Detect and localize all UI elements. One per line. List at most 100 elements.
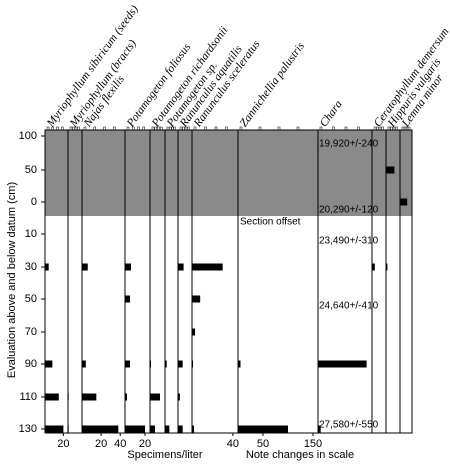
column-notch bbox=[83, 126, 87, 131]
y-tick-label: 0 bbox=[31, 196, 37, 208]
y-tick-label: 110 bbox=[19, 391, 37, 403]
date-annotation: 19,920+/-240 bbox=[319, 139, 379, 150]
column-notch bbox=[407, 126, 411, 131]
column-notch bbox=[56, 126, 59, 131]
bar bbox=[125, 295, 130, 303]
x-tick-label: 50 bbox=[257, 438, 269, 450]
column-notch bbox=[160, 126, 163, 131]
bar bbox=[45, 360, 53, 368]
column-notch bbox=[184, 126, 188, 131]
date-annotation: 24,640+/-410 bbox=[319, 301, 379, 312]
column-notch bbox=[69, 126, 73, 131]
column-notch bbox=[319, 126, 323, 131]
shaded-section bbox=[45, 130, 412, 216]
bar bbox=[318, 360, 367, 368]
column-notch bbox=[132, 126, 135, 131]
column-notch bbox=[93, 126, 96, 131]
column-notch bbox=[51, 126, 54, 131]
column-notch bbox=[296, 126, 300, 131]
y-tick-label: 10 bbox=[25, 228, 37, 240]
bar bbox=[125, 393, 127, 401]
date-annotation: 23,490+/-310 bbox=[319, 236, 379, 247]
bar bbox=[165, 360, 167, 368]
column-notch bbox=[395, 126, 398, 131]
column-notch bbox=[113, 126, 116, 131]
column-notch bbox=[357, 126, 360, 131]
y-axis-label: Evaluation above and below datum (cm) bbox=[6, 182, 18, 378]
column-notch bbox=[46, 126, 50, 131]
bar bbox=[178, 425, 183, 433]
column-notch bbox=[173, 126, 176, 131]
y-tick-label: 90 bbox=[25, 358, 37, 370]
column-notch bbox=[239, 126, 243, 131]
y-tick-label: 130 bbox=[19, 423, 37, 435]
column-notch bbox=[72, 126, 75, 131]
column-notch bbox=[381, 126, 384, 131]
column-notch bbox=[187, 126, 190, 131]
column-notch bbox=[392, 126, 396, 131]
bar bbox=[150, 360, 151, 368]
column-notch bbox=[387, 126, 391, 131]
column-notch bbox=[182, 126, 185, 131]
bar bbox=[192, 263, 223, 271]
column-notch bbox=[74, 126, 78, 131]
bar bbox=[45, 393, 59, 401]
column-notch bbox=[193, 126, 197, 131]
column-notch bbox=[373, 126, 377, 131]
bar bbox=[400, 198, 408, 206]
x-tick-label: 20 bbox=[95, 438, 107, 450]
y-tick-label: 30 bbox=[25, 261, 37, 273]
y-tick-label: 50 bbox=[25, 293, 37, 305]
column-notch bbox=[378, 126, 382, 131]
bar bbox=[178, 393, 180, 401]
y-tick-label: 70 bbox=[25, 326, 37, 338]
bar bbox=[45, 263, 49, 271]
bar bbox=[165, 425, 170, 433]
column-notch bbox=[214, 126, 218, 131]
column-notch bbox=[225, 126, 228, 131]
column-notch bbox=[258, 126, 262, 131]
column-notch bbox=[137, 126, 140, 131]
taxon-name: Chara bbox=[318, 98, 345, 129]
bar bbox=[150, 393, 160, 401]
column-notch bbox=[179, 126, 183, 131]
scale-note: Note changes in scale bbox=[246, 449, 354, 461]
column-notch bbox=[332, 126, 335, 131]
x-tick-label: 20 bbox=[139, 438, 151, 450]
column-notch bbox=[126, 126, 130, 131]
bar bbox=[68, 425, 69, 433]
column-notch bbox=[151, 126, 155, 131]
bar bbox=[45, 425, 64, 433]
x-tick-label: 150 bbox=[304, 438, 322, 450]
x-tick-label: 20 bbox=[57, 438, 69, 450]
bar bbox=[125, 425, 145, 433]
y-tick-label: 50 bbox=[25, 164, 37, 176]
x-tick-label: 40 bbox=[227, 438, 239, 450]
bar bbox=[192, 328, 196, 336]
column-notch bbox=[157, 126, 160, 131]
bar bbox=[178, 263, 184, 271]
column-notch bbox=[61, 126, 64, 131]
column-notch bbox=[154, 126, 157, 131]
bar bbox=[386, 263, 388, 271]
section-label: Section offset bbox=[240, 217, 301, 228]
column-notch bbox=[142, 126, 145, 131]
bar bbox=[150, 425, 155, 433]
bar bbox=[318, 425, 321, 433]
column-notch bbox=[344, 126, 348, 131]
bar bbox=[238, 425, 288, 433]
bar bbox=[82, 360, 86, 368]
column-notch bbox=[376, 126, 379, 131]
y-tick-label: 100 bbox=[19, 130, 37, 142]
bar bbox=[125, 360, 130, 368]
bar bbox=[178, 360, 183, 368]
bar bbox=[238, 360, 241, 368]
bar bbox=[192, 425, 195, 433]
bar bbox=[82, 263, 88, 271]
bar bbox=[82, 393, 97, 401]
x-axis-label: Specimens/liter bbox=[127, 449, 203, 461]
bar bbox=[372, 263, 375, 271]
column-notch bbox=[277, 126, 281, 131]
bar bbox=[386, 166, 395, 174]
